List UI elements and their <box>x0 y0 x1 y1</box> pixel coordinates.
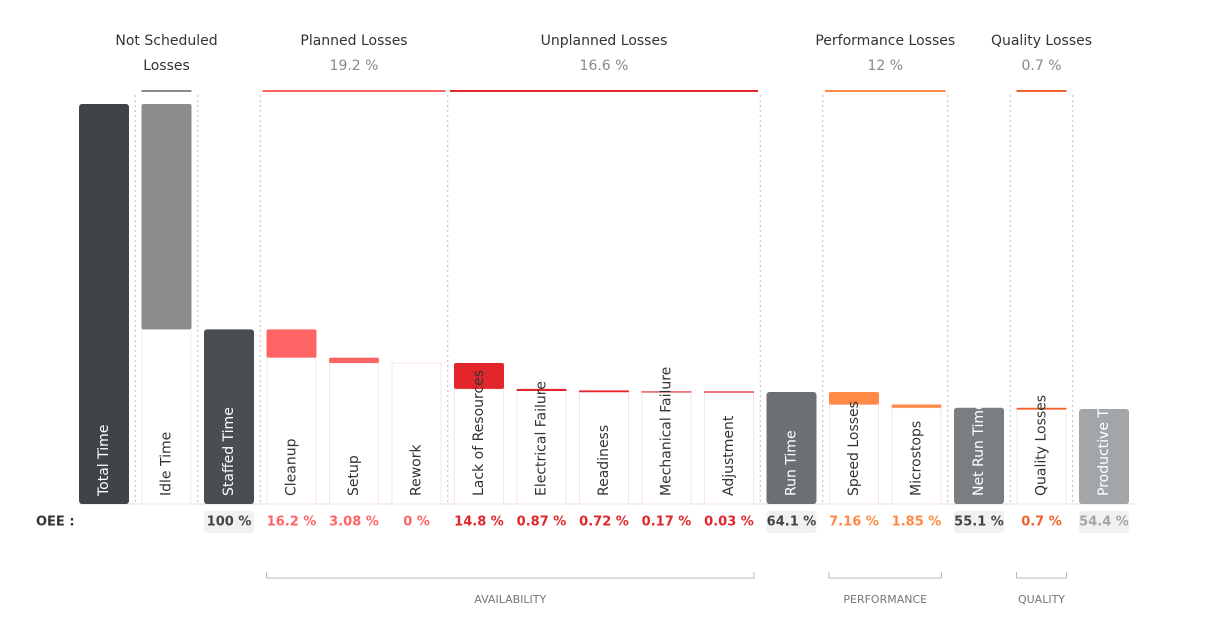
bar <box>79 104 129 504</box>
group-title: Unplanned Losses <box>540 33 668 49</box>
bar-remainder <box>266 357 317 505</box>
section-bracket <box>1016 572 1067 579</box>
bar <box>1079 408 1129 504</box>
bar-remainder <box>704 391 754 505</box>
value-pill <box>954 511 1004 533</box>
category-label: Idle Time <box>159 432 175 496</box>
category-label: Staffed Time <box>221 407 237 496</box>
bar <box>954 407 1004 504</box>
category-label: Cleanup <box>284 438 300 496</box>
category-label: Total Time <box>96 425 112 497</box>
value-pill <box>1079 511 1129 533</box>
bar-remainder <box>641 391 692 505</box>
value-label: 64.1 % <box>767 515 817 530</box>
bar-remainder <box>454 388 504 505</box>
section-bracket <box>266 572 755 579</box>
section-bracket <box>828 572 942 579</box>
value-label: 1.85 % <box>892 515 942 530</box>
category-label: Productive Time <box>1096 383 1112 496</box>
value-pill <box>766 511 817 533</box>
row-label: OEE : <box>36 515 75 530</box>
value-label: 3.08 % <box>329 515 379 530</box>
value-label: 55.1 % <box>954 515 1004 530</box>
section-label: QUALITY <box>1018 593 1065 606</box>
bar <box>204 329 254 504</box>
category-label: Mechanical Failure <box>659 367 675 496</box>
value-label: 16.2 % <box>267 515 317 530</box>
bar-remainder <box>891 407 942 505</box>
group-value: 19.2 % <box>329 58 379 74</box>
value-label: 0 % <box>403 515 430 530</box>
value-pill <box>204 511 254 533</box>
category-label: Microstops <box>909 421 925 496</box>
value-label: 7.16 % <box>829 515 879 530</box>
bar <box>141 104 192 330</box>
category-label: Quality Losses <box>1034 395 1050 496</box>
group-title: Performance Losses <box>815 33 956 49</box>
value-label: 54.4 % <box>1079 515 1129 530</box>
group-title: Quality Losses <box>990 33 1093 49</box>
bar-remainder <box>1016 408 1067 505</box>
section-label: AVAILABILITY <box>474 593 546 606</box>
group-value: 12 % <box>867 58 904 74</box>
bar-remainder <box>579 391 629 505</box>
value-label: 14.8 % <box>454 515 504 530</box>
category-label: Speed Losses <box>846 401 862 496</box>
value-label: 0.87 % <box>517 515 567 530</box>
group-value: 0.7 % <box>1021 58 1062 74</box>
value-label: 0.72 % <box>579 515 629 530</box>
bar <box>766 392 817 504</box>
group-title: Planned Losses <box>300 33 408 49</box>
group-title: Not Scheduled Losses <box>115 33 218 74</box>
bar-remainder <box>141 328 192 505</box>
value-label: 0.03 % <box>704 515 754 530</box>
section-label: PERFORMANCE <box>843 593 927 606</box>
bar <box>329 357 379 364</box>
value-label: 0.17 % <box>642 515 692 530</box>
category-label: Rework <box>409 444 425 496</box>
bar <box>891 404 942 408</box>
bar <box>454 363 504 389</box>
bar-remainder <box>516 389 567 505</box>
bar <box>266 329 317 358</box>
bar-remainder <box>329 362 379 505</box>
category-label: Lack of Resources <box>471 370 487 496</box>
bar-remainder <box>391 362 442 505</box>
category-label: Readiness <box>596 425 612 496</box>
category-label: Run Time <box>784 430 800 496</box>
value-label: 100 % <box>207 515 252 530</box>
group-value: 16.6 % <box>579 58 629 74</box>
value-label: 0.7 % <box>1021 515 1062 530</box>
category-label: Setup <box>346 455 362 496</box>
category-label: Adjustment <box>721 415 737 496</box>
bar <box>829 392 879 405</box>
category-label: Net Run Time <box>971 401 987 496</box>
category-label: Electrical Failure <box>534 381 550 496</box>
